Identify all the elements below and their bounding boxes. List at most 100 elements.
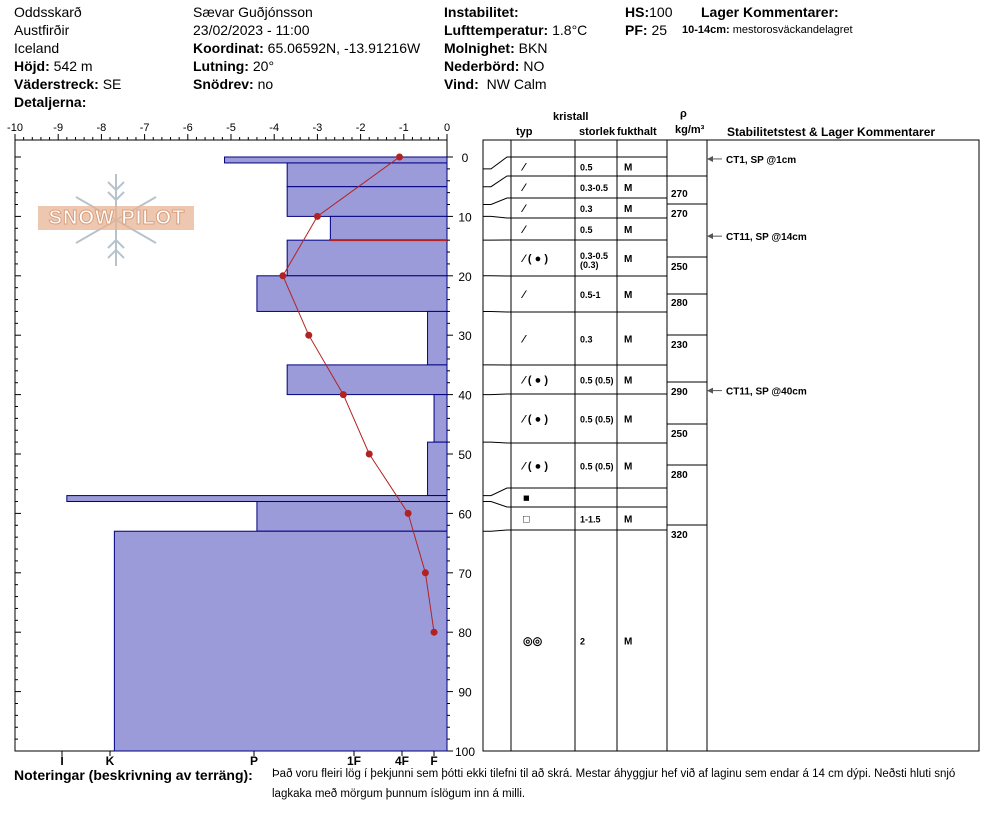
hardness-bar	[427, 441, 448, 497]
grain-size: 0.5	[580, 163, 593, 173]
precip-label: Nederbörd:	[444, 58, 520, 74]
grain-type-symbol: ⁄	[520, 334, 527, 346]
elevation: Höjd: 542 m	[14, 58, 93, 74]
density-value: 270	[671, 189, 688, 200]
hs-label: HS:	[625, 4, 650, 20]
drift-label: Snödrev:	[193, 76, 254, 92]
slope-label: Lutning:	[193, 58, 249, 74]
drift: Snödrev: no	[193, 76, 273, 92]
temperature-point	[421, 569, 429, 577]
stability-test: CT11, SP @40cm	[726, 387, 807, 398]
moisture-code: M	[624, 462, 632, 473]
layer-connector	[483, 441, 511, 444]
grain-size: 0.5 (0.5)	[580, 462, 614, 472]
grain-type-symbol: □	[523, 514, 530, 526]
moisture-code: M	[624, 376, 632, 387]
grain-type-symbol: ⁄	[520, 203, 527, 215]
layer-connector	[483, 393, 511, 396]
grain-type-symbol: ⁄	[520, 162, 527, 174]
grain-size: 0.5-1	[580, 290, 601, 300]
pf-label: PF:	[625, 22, 648, 38]
datetime: 23/02/2023 - 11:00	[193, 22, 310, 38]
temperature-point	[430, 628, 438, 636]
snowpilot-watermark: SNOW PILOT	[36, 170, 196, 270]
temp-tick-label: -2	[356, 122, 366, 134]
notes-label: Noteringar (beskrivning av terräng):	[14, 767, 253, 783]
region: Austfirðir	[14, 22, 70, 38]
airtemp-value: 1.8°C	[552, 22, 588, 38]
coord-value: 65.06592N, -13.91216W	[267, 40, 421, 56]
layer-connector	[483, 310, 511, 313]
elevation-value: 542 m	[53, 58, 93, 74]
hardness-bar	[286, 239, 448, 277]
temp-tick-label: -6	[183, 122, 193, 134]
density-value: 280	[671, 470, 688, 481]
hardness-tick-label: K	[106, 754, 115, 768]
instability-label: Instabilitet:	[444, 4, 519, 20]
temp-tick-label: -9	[53, 122, 63, 134]
hardness-tick-label: 4F	[395, 754, 409, 768]
precipitation: Nederbörd: NO	[444, 58, 544, 74]
wind-value: NW Calm	[486, 76, 547, 92]
temp-tick-label: -7	[140, 122, 150, 134]
observer: Sævar Guðjónsson	[193, 4, 313, 20]
hs-value: 100	[649, 4, 673, 20]
depth-tick-label: 80	[458, 626, 472, 640]
moisture-code: M	[624, 163, 632, 174]
hardness-tick-label: F	[430, 754, 437, 768]
aspect-value: SE	[102, 76, 122, 92]
layer-connector	[483, 529, 511, 532]
layer-connector	[483, 197, 511, 206]
density-value: 320	[671, 530, 688, 541]
layer-connector	[483, 215, 511, 219]
drift-value: no	[257, 76, 274, 92]
hardness-tick-label: I	[60, 754, 63, 768]
type-header: typ	[516, 126, 533, 138]
depth-tick-label: 70	[458, 567, 472, 581]
density-value: 280	[671, 298, 688, 309]
hardness-bar	[113, 530, 448, 752]
temp-tick-label: -5	[226, 122, 236, 134]
hardness-bar	[329, 215, 448, 241]
depth-tick-label: 0	[462, 151, 469, 165]
coord-label: Koordinat:	[193, 40, 264, 56]
density-value: 290	[671, 387, 688, 398]
country: Iceland	[14, 40, 60, 56]
layer-comments-label: Lager Kommentarer:	[701, 4, 839, 20]
layer-comment-depth: 10-14cm:	[682, 24, 730, 36]
hardness-bar	[66, 495, 448, 503]
moisture-code: M	[624, 204, 632, 215]
test-arrow-head	[707, 233, 713, 240]
grain-type-symbol: ◎◎	[523, 636, 543, 648]
hardness-bar	[256, 501, 448, 532]
grain-size: 2	[580, 637, 585, 647]
temperature-point	[365, 450, 373, 458]
depth-tick-label: 40	[458, 389, 472, 403]
rho-header: ρ	[680, 108, 687, 120]
layer-connector	[483, 487, 511, 497]
pf-value: 25	[651, 22, 668, 38]
wind: Vind: NW Calm	[444, 76, 547, 92]
grain-size: 0.5	[580, 225, 593, 235]
slope-value: 20°	[252, 58, 275, 74]
notes-line-2: lagkaka með mörgum þunnum íslögum inn á …	[272, 788, 526, 800]
grain-type-symbol: ⁄ ( ● )	[520, 253, 548, 265]
grain-size: 0.5 (0.5)	[580, 415, 614, 425]
temp-tick-label: -1	[399, 122, 409, 134]
moisture-code: M	[624, 225, 632, 236]
aspect: Väderstreck: SE	[14, 76, 121, 92]
layer-connector	[483, 175, 511, 188]
grain-size: 0.5 (0.5)	[580, 376, 614, 386]
grain-type-symbol: ⁄ ( ● )	[520, 375, 548, 387]
grain-type-symbol: ⁄	[520, 224, 527, 236]
depth-tick-label: 60	[458, 507, 472, 521]
test-arrow-head	[707, 155, 713, 162]
hardness-bar	[286, 364, 448, 396]
watermark-band	[38, 206, 194, 230]
air-temperature: Lufttemperatur: 1.8°C	[444, 22, 587, 38]
grain-type-symbol: ⁄	[520, 289, 527, 301]
grain-type-symbol: ⁄ ( ● )	[520, 461, 548, 473]
moisture-code: M	[624, 415, 632, 426]
hardness-bar	[427, 310, 448, 366]
depth-tick-label: 50	[458, 448, 472, 462]
